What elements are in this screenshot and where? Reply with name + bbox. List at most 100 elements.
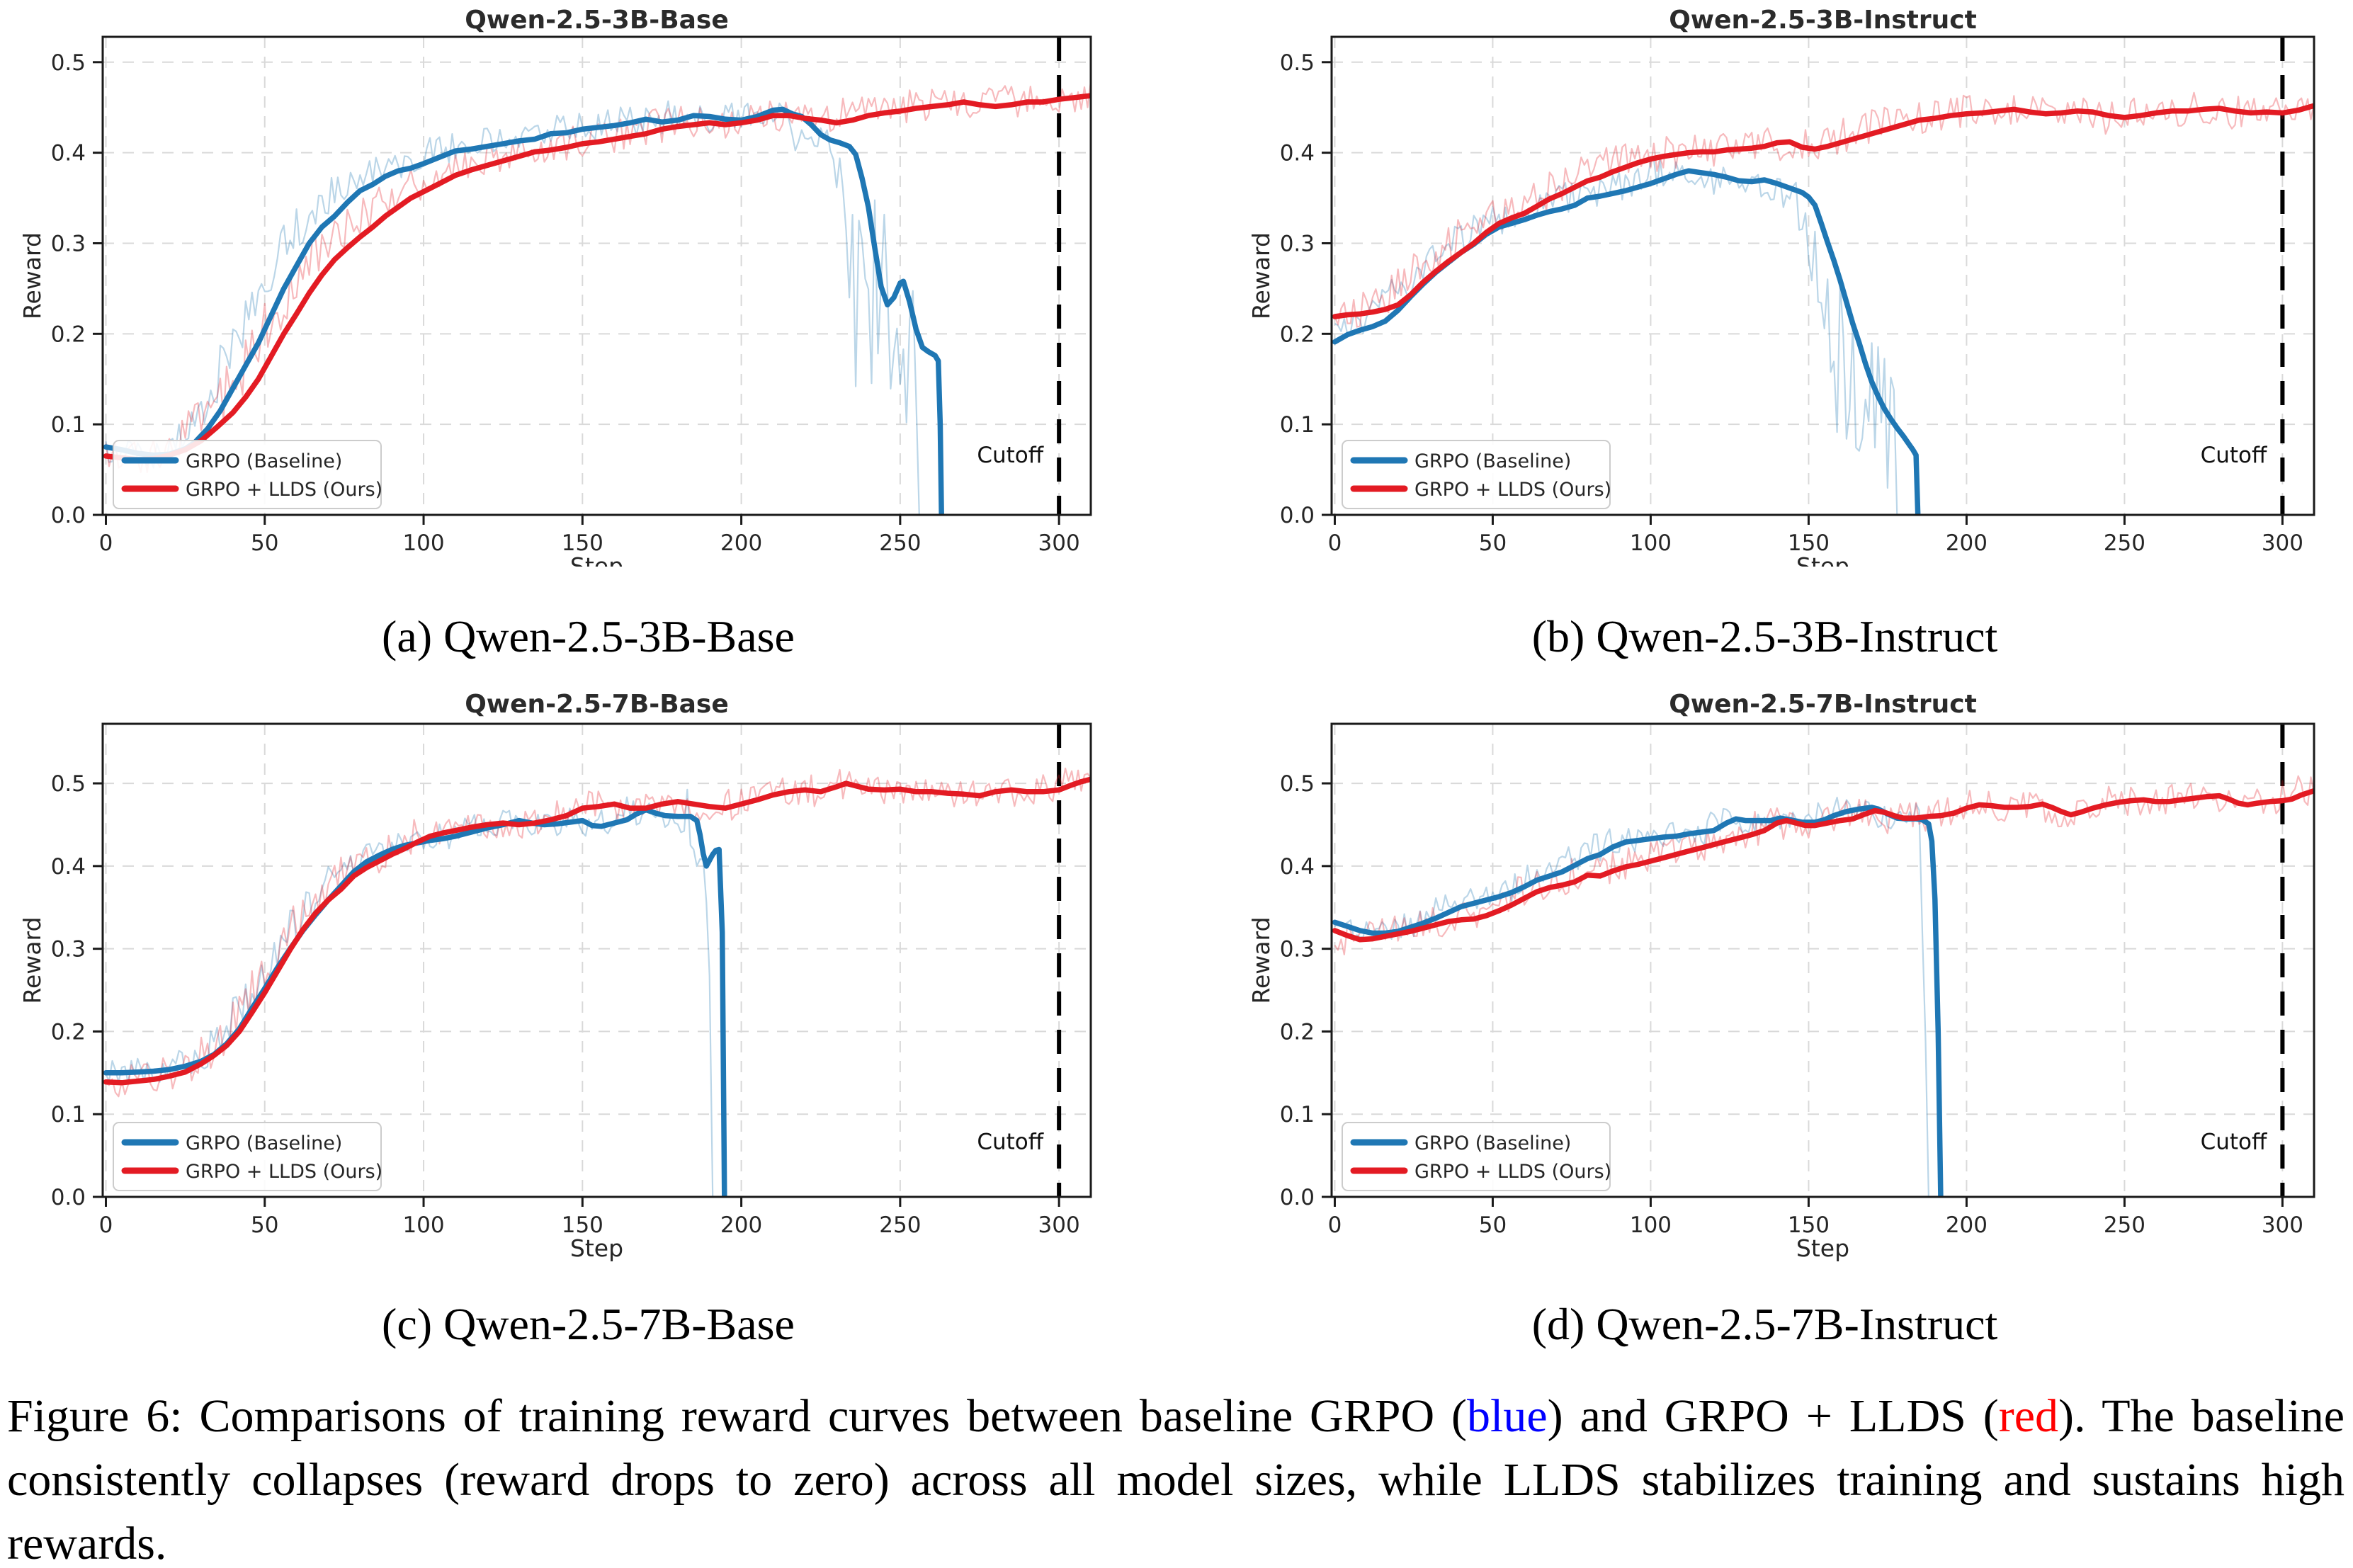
legend-label: GRPO (Baseline) — [186, 450, 342, 472]
subcaption-d: (d) Qwen-2.5-7B-Instruct — [1531, 1299, 1998, 1349]
x-tick-label: 0 — [1328, 1212, 1342, 1238]
chart-title: Qwen-2.5-7B-Base — [465, 690, 729, 719]
chart-title: Qwen-2.5-7B-Instruct — [1669, 690, 1977, 719]
cutoff-label: Cutoff — [977, 443, 1043, 468]
caption-text: Figure 6: Comparisons of training reward… — [7, 1390, 1468, 1442]
x-axis-label: Step — [570, 552, 623, 567]
x-tick-label: 300 — [1038, 530, 1080, 556]
series-line-grpo — [103, 106, 944, 515]
raw-series-line-grpo — [1334, 158, 1917, 515]
x-tick-label: 0 — [99, 1212, 113, 1238]
y-tick-label: 0.2 — [1280, 322, 1315, 347]
plot-area — [1332, 91, 2314, 515]
y-tick-label: 0.1 — [1280, 412, 1315, 438]
x-tick-label: 150 — [1788, 1212, 1830, 1238]
x-tick-label: 300 — [1038, 1212, 1080, 1238]
plot-spines — [1330, 35, 2315, 516]
plot-spines — [101, 722, 1092, 1198]
y-tick-label: 0.4 — [51, 141, 86, 166]
raw-series-line-llds — [1334, 775, 2314, 955]
raw-series-line-grpo — [105, 100, 942, 515]
legend-label: GRPO + LLDS (Ours) — [186, 479, 382, 501]
caption-text: ). The baseline consistently collapses (… — [7, 1390, 2345, 1568]
x-tick-label: 100 — [402, 530, 444, 556]
series-line-llds — [103, 776, 1091, 1086]
series-line-llds — [1332, 788, 2314, 943]
chart-svg: 0 50 100 150 200 250 300 0.0 0.1 0.2 0.3 0.4 0.5 Step… — [1176, 0, 2353, 580]
plot-area — [1332, 775, 2314, 1197]
x-axis-label: Step — [1796, 1234, 1849, 1262]
chart-title: Qwen-2.5-3B-Base — [465, 6, 729, 35]
x-axis-label: Step — [570, 1234, 623, 1262]
y-tick-label: 0.1 — [51, 1102, 86, 1127]
y-tick-label: 0.3 — [51, 937, 86, 962]
cutoff-label: Cutoff — [2201, 1129, 2267, 1154]
x-tick-label: 50 — [251, 530, 278, 556]
y-tick-label: 0.1 — [1280, 1102, 1315, 1127]
charts-row-bottom: 0 50 100 150 200 250 300 0.0 0.1 0.2 0.3 0.4 0.5 Step… — [0, 676, 2353, 1270]
x-tick-label: 200 — [720, 1212, 762, 1238]
chart-svg: 0 50 100 150 200 250 300 0.0 0.1 0.2 0.3 0.4 0.5 Step… — [1176, 676, 2353, 1267]
chart-title: Qwen-2.5-3B-Instruct — [1669, 6, 1977, 35]
y-axis-label: Reward — [18, 917, 46, 1004]
x-tick-label: 200 — [1946, 1212, 1988, 1238]
x-tick-label: 200 — [1946, 530, 1988, 556]
legend-label: GRPO (Baseline) — [186, 1132, 342, 1154]
chart-svg: 0 50 100 150 200 250 300 0.0 0.1 0.2 0.3 0.4 0.5 Step… — [0, 676, 1176, 1267]
cutoff-label: Cutoff — [2201, 443, 2267, 468]
x-tick-label: 50 — [251, 1212, 278, 1238]
x-tick-label: 250 — [2104, 1212, 2145, 1238]
legend-label: GRPO + LLDS (Ours) — [1414, 479, 1611, 501]
series-line-llds — [103, 93, 1091, 462]
legend-box — [113, 440, 382, 509]
chart-qwen-2.5-3b-instruct: 0 50 100 150 200 250 300 0.0 0.1 0.2 0.3 0.4 0.5 Step… — [1176, 0, 2353, 580]
x-tick-label: 300 — [2262, 530, 2303, 556]
x-tick-label: 100 — [402, 1212, 444, 1238]
plot-area — [103, 767, 1091, 1197]
y-tick-label: 0.5 — [1280, 771, 1315, 797]
y-tick-label: 0.2 — [51, 322, 86, 347]
y-tick-label: 0.0 — [51, 1185, 86, 1210]
legend-box — [1342, 440, 1611, 509]
y-tick-label: 0.3 — [51, 231, 86, 256]
subcaption-a: (a) Qwen-2.5-3B-Base — [382, 611, 795, 661]
figure-caption: Figure 6: Comparisons of training reward… — [7, 1385, 2345, 1568]
y-tick-label: 0.4 — [51, 854, 86, 880]
plot-spines — [1330, 722, 2315, 1198]
y-tick-label: 0.5 — [51, 771, 86, 797]
x-tick-label: 50 — [1479, 530, 1507, 556]
caption-color-word: blue — [1467, 1390, 1548, 1442]
plot-area — [103, 81, 1091, 515]
legend-box — [1342, 1122, 1611, 1191]
legend-label: GRPO (Baseline) — [1414, 450, 1571, 472]
x-tick-label: 300 — [2262, 1212, 2303, 1238]
legend-box — [113, 1122, 382, 1191]
x-axis-label: Step — [1796, 552, 1849, 567]
cutoff-label: Cutoff — [977, 1129, 1043, 1154]
y-tick-label: 0.5 — [1280, 50, 1315, 76]
subcaption-row-top: (a) Qwen-2.5-3B-Base (b) Qwen-2.5-3B-Ins… — [0, 569, 2353, 676]
legend-label: GRPO (Baseline) — [1414, 1132, 1571, 1154]
y-tick-label: 0.0 — [1280, 1185, 1315, 1210]
y-tick-label: 0.2 — [51, 1019, 86, 1045]
x-tick-label: 250 — [879, 530, 921, 556]
x-tick-label: 150 — [562, 530, 603, 556]
y-tick-label: 0.4 — [1280, 141, 1315, 166]
subcaption-b: (b) Qwen-2.5-3B-Instruct — [1531, 611, 1998, 661]
caption-text: ) and GRPO + LLDS ( — [1547, 1390, 1999, 1442]
raw-series-line-llds — [105, 81, 1091, 474]
subcaption-c: (c) Qwen-2.5-7B-Base — [382, 1299, 795, 1349]
y-tick-label: 0.0 — [1280, 503, 1315, 528]
y-axis-label: Reward — [1247, 917, 1275, 1004]
y-tick-label: 0.4 — [1280, 854, 1315, 880]
y-axis-label: Reward — [18, 232, 46, 319]
y-tick-label: 0.1 — [51, 412, 86, 438]
x-tick-label: 0 — [1328, 530, 1342, 556]
x-tick-label: 150 — [562, 1212, 603, 1238]
y-axis-label: Reward — [1247, 232, 1275, 319]
chart-svg: 0 50 100 150 200 250 300 0.0 0.1 0.2 0.3 0.4 0.5 Step… — [0, 0, 1176, 580]
x-tick-label: 50 — [1479, 1212, 1507, 1238]
x-tick-label: 100 — [1630, 1212, 1672, 1238]
y-tick-label: 0.5 — [51, 50, 86, 76]
